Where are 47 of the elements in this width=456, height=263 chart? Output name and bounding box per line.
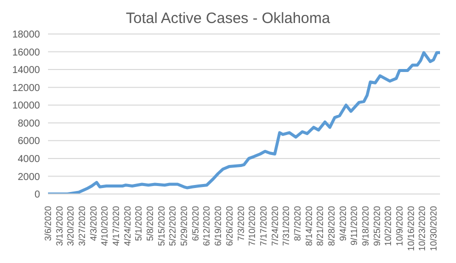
x-tick-label: 4/24/2020 [122,206,132,246]
y-tick-label: 14000 [12,65,40,76]
y-tick-label: 2000 [18,172,40,183]
x-tick-label: 6/19/2020 [213,206,224,246]
x-tick-label: 9/18/2020 [360,206,370,246]
x-tick-label: 9/11/2020 [349,206,360,246]
x-tick-label: 10/30/2020 [428,206,439,252]
x-tick-label: 7/24/2020 [270,206,280,246]
y-tick-label: 4000 [18,154,40,165]
x-tick-label: 4/17/2020 [111,206,122,246]
y-tick-label: 16000 [12,47,40,58]
x-tick-label: 3/13/2020 [54,206,64,246]
x-tick-label: 9/25/2020 [372,206,382,246]
x-tick-label: 7/31/2020 [281,206,292,246]
x-tick-label: 6/5/2020 [190,206,200,242]
x-tick-label: 5/1/2020 [134,206,144,242]
x-tick-label: 8/21/2020 [315,206,326,246]
x-tick-label: 7/10/2020 [247,206,258,246]
x-tick-label: 10/2/2020 [383,206,394,246]
y-tick-label: 6000 [18,136,40,148]
y-tick-label: 8000 [18,118,40,130]
x-tick-label: 7/17/2020 [258,206,268,246]
x-tick-label: 3/27/2020 [77,206,88,246]
x-tick-label: 4/10/2020 [100,206,110,246]
x-tick-label: 5/8/2020 [145,206,156,242]
x-tick-label: 10/16/2020 [406,206,416,252]
x-tick-label: 10/23/2020 [417,206,428,252]
chart-title: Total Active Cases - Oklahoma [124,9,332,29]
x-tick-label: 9/4/2020 [338,206,348,242]
x-tick-label: 8/14/2020 [304,206,314,246]
x-tick-label: 4/3/2020 [88,206,98,242]
x-tick-label: 8/28/2020 [326,206,336,246]
x-tick-label: 5/15/2020 [156,206,166,246]
y-tick-label: 18000 [12,30,40,41]
x-tick-label: 5/22/2020 [168,206,178,246]
y-tick-label: 10000 [12,100,40,112]
x-tick-label: 6/12/2020 [202,206,212,246]
x-tick-label: 5/29/2020 [179,206,190,246]
x-tick-label: 3/20/2020 [66,206,76,246]
y-tick-label: 12000 [12,82,40,94]
x-tick-label: 6/26/2020 [224,206,234,246]
x-tick-label: 8/7/2020 [292,206,302,242]
x-tick-label: 3/6/2020 [43,206,53,242]
y-tick-label: 0 [34,190,40,201]
x-tick-label: 7/3/2020 [236,206,246,242]
line-series [48,51,440,194]
x-tick-label: 10/9/2020 [394,206,405,246]
